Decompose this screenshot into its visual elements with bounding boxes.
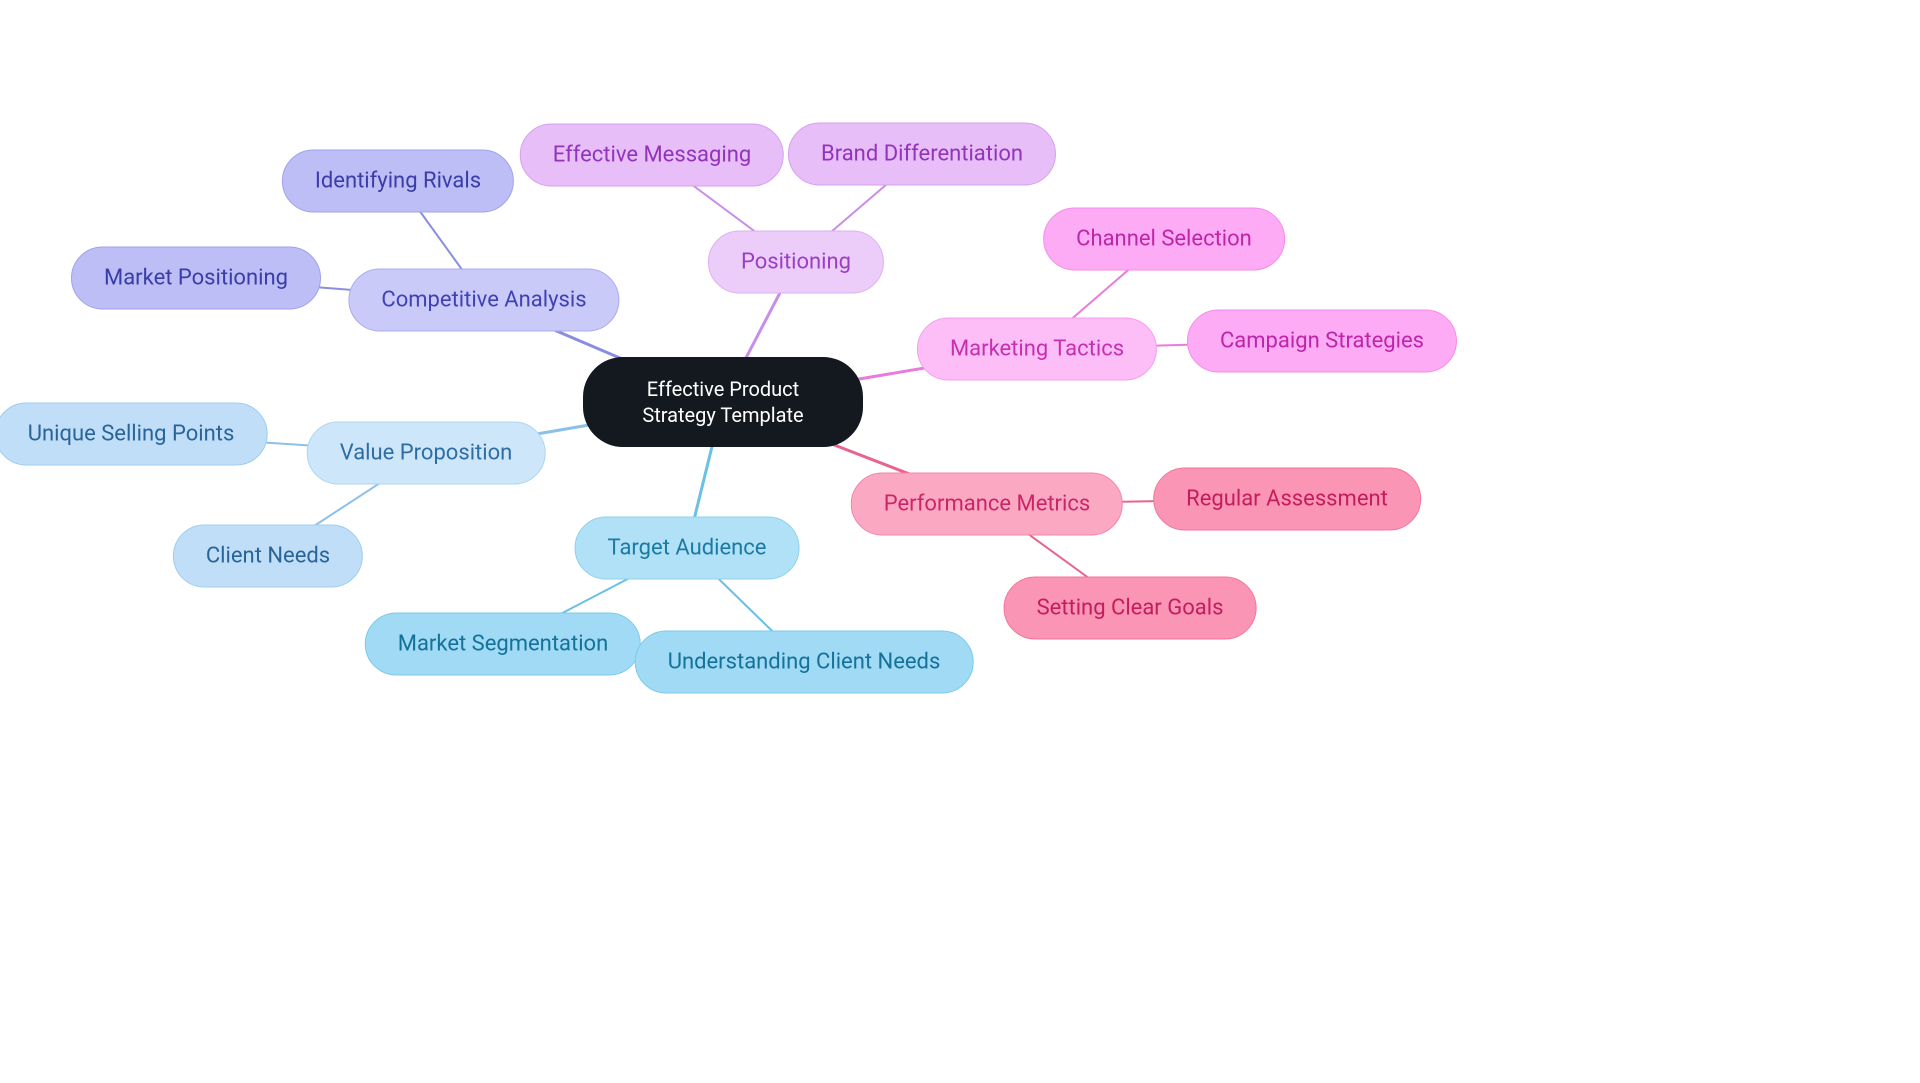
node-label: Market Positioning bbox=[104, 266, 288, 291]
node-metrics: Performance Metrics bbox=[851, 473, 1123, 536]
node-label: Channel Selection bbox=[1076, 227, 1252, 252]
node-label: Effective Messaging bbox=[553, 143, 751, 168]
node-label: Value Proposition bbox=[340, 441, 513, 466]
node-label: Market Segmentation bbox=[398, 632, 608, 657]
mindmap-canvas: Effective Product Strategy Template Compe… bbox=[0, 0, 1920, 1083]
node-value: Value Proposition bbox=[307, 422, 546, 485]
node-label: Target Audience bbox=[608, 536, 767, 561]
node-channel: Channel Selection bbox=[1043, 208, 1285, 271]
node-branddiff: Brand Differentiation bbox=[788, 123, 1056, 186]
node-label: Brand Differentiation bbox=[821, 142, 1023, 167]
node-audience: Target Audience bbox=[575, 517, 800, 580]
node-label: Understanding Client Needs bbox=[668, 650, 941, 675]
node-center: Effective Product Strategy Template bbox=[583, 357, 863, 447]
node-goals: Setting Clear Goals bbox=[1004, 577, 1257, 640]
node-messaging: Effective Messaging bbox=[520, 124, 784, 187]
node-campaign: Campaign Strategies bbox=[1187, 310, 1457, 373]
node-label: Marketing Tactics bbox=[950, 337, 1124, 362]
node-label: Regular Assessment bbox=[1186, 487, 1388, 512]
node-label: Campaign Strategies bbox=[1220, 329, 1424, 354]
node-label: Competitive Analysis bbox=[381, 288, 586, 313]
node-label: Effective Product Strategy Template bbox=[616, 376, 830, 428]
node-marketing: Marketing Tactics bbox=[917, 318, 1157, 381]
node-seg: Market Segmentation bbox=[365, 613, 641, 676]
node-label: Positioning bbox=[741, 250, 851, 275]
node-needs: Understanding Client Needs bbox=[635, 631, 974, 694]
node-label: Client Needs bbox=[206, 544, 330, 569]
node-positioning: Positioning bbox=[708, 231, 884, 294]
node-clientneeds: Client Needs bbox=[173, 525, 363, 588]
node-label: Setting Clear Goals bbox=[1037, 596, 1224, 621]
node-marketpos: Market Positioning bbox=[71, 247, 321, 310]
node-usp: Unique Selling Points bbox=[0, 403, 267, 466]
node-label: Performance Metrics bbox=[884, 492, 1090, 517]
node-label: Identifying Rivals bbox=[315, 169, 481, 194]
node-label: Unique Selling Points bbox=[28, 422, 235, 447]
node-assessment: Regular Assessment bbox=[1153, 468, 1421, 531]
node-competitive: Competitive Analysis bbox=[348, 269, 619, 332]
node-rivals: Identifying Rivals bbox=[282, 150, 514, 213]
